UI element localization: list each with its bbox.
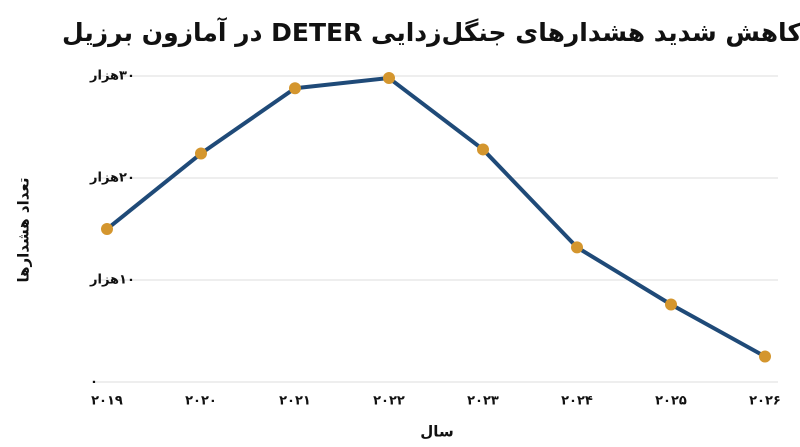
x-tick-label: ۲۰۲۳ (467, 394, 499, 409)
y-tick-label: ۳۰هزار (89, 69, 135, 84)
y-tick-label: ۱۰هزار (89, 273, 135, 288)
point (101, 223, 113, 235)
x-tick-label: ۲۰۲۲ (373, 394, 405, 409)
y-tick-label: ۲۰هزار (89, 171, 135, 186)
x-tick-label: ۲۰۲۱ (279, 394, 311, 409)
point (289, 82, 301, 95)
point (759, 350, 771, 363)
line (105, 76, 766, 359)
y-tick-label: ۰ (90, 375, 98, 390)
point (383, 72, 395, 85)
x-tick-label: ۲۰۲۵ (655, 394, 687, 409)
x-tick-label: ۲۰۲۰ (185, 394, 217, 409)
point (571, 241, 583, 254)
y-axis-label: تعداد هشدارها (15, 178, 33, 283)
x-tick-label: ۲۰۲۶ (749, 394, 781, 409)
chart-title: کاهش شدید هشدارهای جنگل‌زدایی DETER در آ… (62, 17, 800, 48)
point (665, 298, 677, 311)
x-axis-label: سال (420, 423, 453, 441)
point (477, 143, 489, 156)
x-tick-label: ۲۰۲۴ (561, 394, 593, 409)
point (195, 147, 207, 160)
x-tick-label: ۲۰۱۹ (91, 394, 123, 409)
